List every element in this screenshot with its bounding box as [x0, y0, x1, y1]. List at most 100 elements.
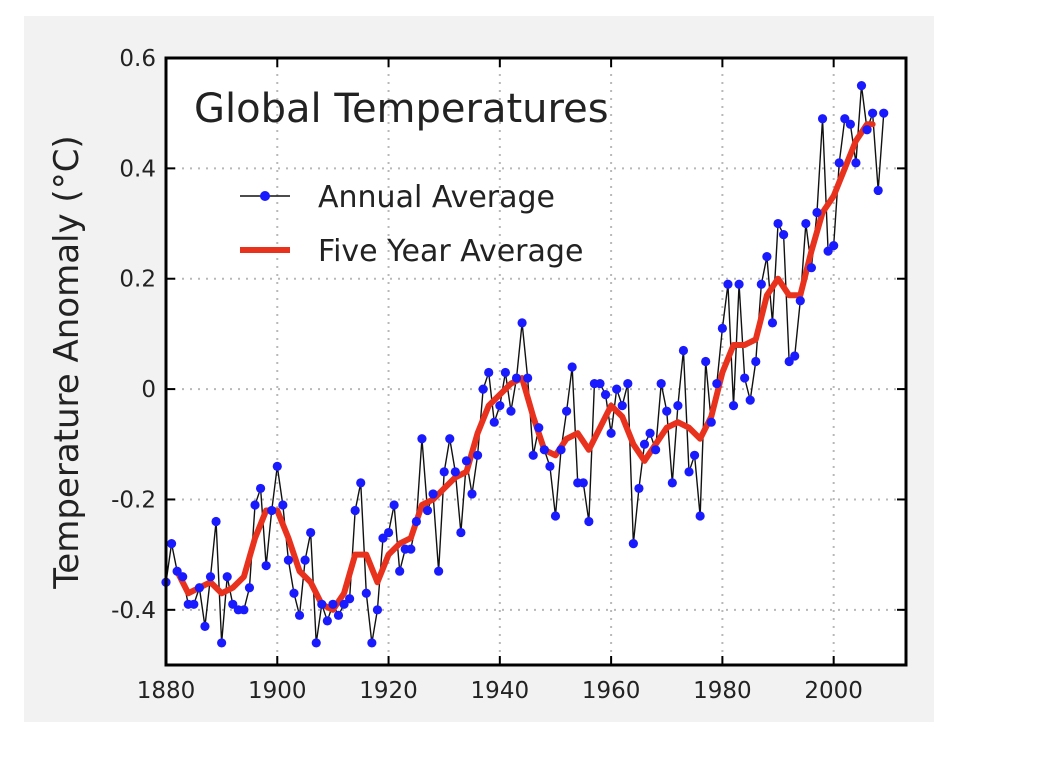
annual-point	[200, 621, 210, 631]
annual-point	[673, 401, 683, 411]
x-tick-label: 1900	[248, 678, 307, 704]
annual-point	[328, 599, 338, 609]
annual-point	[189, 599, 199, 609]
annual-point	[523, 373, 533, 383]
annual-point	[701, 356, 711, 367]
x-tick-label: 1880	[137, 678, 196, 704]
annual-point	[489, 417, 499, 427]
annual-point	[166, 539, 177, 549]
annual-point	[639, 439, 650, 449]
annual-point	[278, 500, 288, 510]
annual-point	[461, 456, 472, 466]
annual-point	[217, 638, 227, 648]
annual-point	[306, 527, 316, 538]
annual-point	[294, 610, 305, 620]
y-tick-label: 0.6	[119, 46, 156, 72]
annual-point	[317, 599, 327, 609]
legend-five-year-label: Five Year Average	[318, 234, 583, 269]
annual-point	[556, 445, 566, 455]
annual-point	[289, 588, 299, 598]
y-tick-label: -0.4	[111, 598, 156, 624]
annual-point	[417, 434, 427, 444]
annual-point	[311, 638, 321, 648]
x-tick-label: 1920	[359, 678, 418, 704]
annual-point	[517, 318, 527, 328]
annual-point	[600, 390, 611, 400]
annual-point	[484, 367, 494, 378]
annual-point	[267, 505, 277, 516]
annual-point	[350, 505, 360, 516]
annual-point	[322, 616, 332, 626]
annual-point	[628, 539, 638, 549]
annual-point	[879, 108, 889, 118]
x-tick-label: 1960	[582, 678, 641, 704]
annual-point	[817, 114, 828, 124]
annual-point	[222, 572, 232, 582]
annual-point	[534, 423, 544, 433]
y-axis-label: Temperature Anomaly (°C)	[47, 135, 87, 589]
annual-point	[367, 638, 377, 648]
annual-point	[372, 605, 383, 615]
annual-point	[862, 125, 872, 135]
annual-point	[734, 279, 744, 289]
annual-point	[662, 406, 672, 416]
annual-point	[712, 378, 722, 389]
annual-point	[801, 218, 811, 229]
annual-point	[651, 445, 661, 455]
annual-point	[272, 461, 282, 471]
annual-point	[528, 450, 538, 460]
annual-point	[194, 583, 204, 593]
annual-point	[545, 461, 555, 471]
annual-point	[829, 241, 839, 251]
annual-point	[706, 417, 716, 427]
annual-point	[717, 323, 727, 333]
annual-point	[261, 561, 271, 571]
annual-point	[645, 428, 655, 438]
y-axis: 0.6 0.4 0.2 0 -0.2 -0.4	[111, 46, 906, 624]
annual-point	[695, 511, 705, 521]
annual-point	[445, 434, 455, 444]
annual-point	[762, 252, 772, 262]
five-year-average-line	[174, 121, 876, 613]
annual-point	[239, 605, 249, 615]
y-tick-label: 0.2	[119, 267, 156, 293]
annual-point	[300, 555, 310, 565]
annual-point	[500, 367, 510, 378]
annual-point	[478, 384, 488, 394]
annual-point	[345, 594, 355, 604]
annual-point	[333, 610, 344, 620]
annual-point	[834, 158, 844, 168]
annual-point	[511, 373, 522, 383]
annual-point	[751, 356, 761, 367]
annual-point	[806, 263, 817, 273]
annual-point	[595, 378, 605, 389]
annual-point	[756, 279, 766, 289]
annual-point	[567, 362, 577, 372]
annual-point	[395, 566, 405, 576]
annual-point	[467, 489, 477, 499]
annual-point	[795, 296, 805, 306]
annual-point	[728, 401, 739, 411]
annual-point	[361, 588, 371, 598]
legend-annual-marker	[260, 191, 270, 201]
x-axis: 1880 1900 1920 1940 1960 1980 2000	[137, 58, 863, 704]
annual-point	[450, 467, 460, 477]
annual-point	[623, 378, 633, 389]
annual-point	[868, 108, 878, 118]
annual-point	[389, 500, 399, 510]
chart-title: Global Temperatures	[194, 86, 609, 132]
y-tick-label: -0.2	[111, 487, 156, 513]
annual-point	[778, 229, 789, 240]
y-tick-label: 0	[141, 377, 156, 403]
annual-point	[434, 566, 444, 576]
annual-point	[851, 158, 861, 168]
annual-point	[812, 207, 822, 218]
annual-point	[411, 516, 421, 527]
annual-point	[211, 516, 221, 527]
legend: Annual Average Five Year Average	[240, 180, 583, 269]
annual-point	[767, 318, 778, 328]
x-tick-label: 1940	[471, 678, 530, 704]
annual-point	[667, 478, 677, 488]
x-tick-label: 2000	[804, 678, 863, 704]
